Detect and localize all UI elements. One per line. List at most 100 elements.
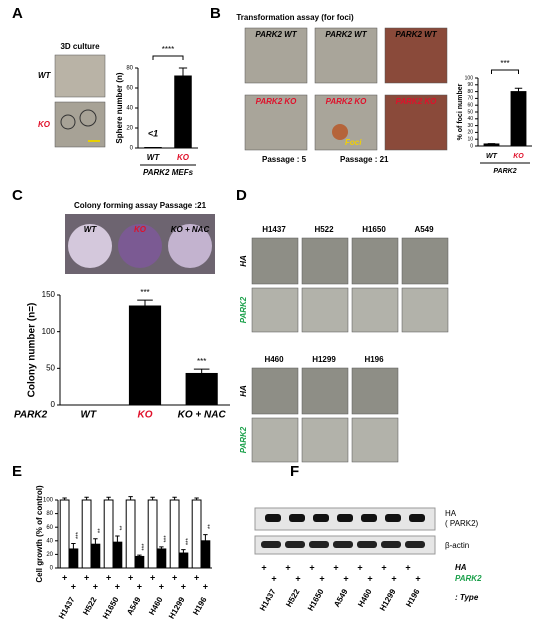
band: [265, 514, 281, 522]
micrograph: [244, 27, 308, 84]
micrograph: [351, 237, 399, 285]
band: [385, 514, 401, 522]
x-tick-label: A549: [332, 587, 350, 609]
annotation: <1: [148, 128, 158, 138]
error-bar: [159, 546, 164, 549]
image-label: PARK2 WT: [255, 30, 297, 39]
plus-sign: +: [319, 573, 324, 583]
y-tick-label: 0: [51, 400, 56, 409]
micrograph: [54, 101, 106, 148]
cell-line-label: H1299: [312, 355, 336, 364]
panel-label: A: [12, 5, 23, 22]
bracket: [491, 69, 519, 74]
panel-title: Transformation assay (for foci): [236, 13, 354, 22]
annotation: ***: [140, 288, 149, 297]
micrograph: [244, 94, 308, 151]
plus-sign: +: [84, 572, 89, 582]
panel-label: C: [12, 187, 23, 204]
row-label: PARK2: [455, 574, 482, 583]
image-label: PARK2 WT: [325, 30, 367, 39]
panel-label: D: [236, 187, 247, 204]
bar: [112, 541, 123, 569]
plus-sign: +: [62, 572, 67, 582]
y-tick-label: 100: [43, 498, 54, 504]
cell-line-label: H1650: [362, 225, 386, 234]
y-tick-label: 60: [126, 86, 133, 92]
annotation: ***: [142, 543, 148, 551]
plus-sign: +: [405, 562, 410, 572]
plus-sign: +: [181, 581, 186, 591]
bracket: [152, 55, 184, 60]
y-tick-label: 0: [50, 566, 54, 572]
cell-line-label: A549: [414, 225, 434, 234]
x-tick-label: H1437: [258, 587, 278, 612]
y-tick-label: 40: [467, 116, 473, 122]
band: [361, 514, 377, 522]
row-label: HA: [239, 385, 248, 397]
y-tick-label: 80: [126, 66, 133, 72]
micrograph: [351, 417, 399, 463]
x-axis-label: PARK2 MEFs: [143, 168, 194, 177]
annotation: ***: [164, 535, 170, 543]
micrograph: [314, 94, 378, 151]
error-bar: [93, 538, 98, 545]
passage-label: Passage : 5: [262, 155, 307, 164]
plus-sign: +: [295, 573, 300, 583]
image-label: PARK2 KO: [256, 97, 298, 106]
bar: [483, 143, 500, 147]
bar: [174, 75, 192, 149]
plus-sign: +: [159, 581, 164, 591]
plus-sign: +: [367, 573, 372, 583]
image-label: PARK2 WT: [395, 30, 437, 39]
micrograph: [351, 287, 399, 333]
x-tick-label: WT: [486, 153, 498, 160]
band: [333, 541, 353, 548]
micrograph: [301, 367, 349, 415]
band: [357, 541, 377, 548]
band-label: HA: [445, 509, 457, 518]
image-label: PARK2 KO: [396, 97, 438, 106]
plus-sign: +: [309, 562, 314, 572]
y-tick-label: 60: [46, 525, 53, 531]
error-bar: [194, 497, 199, 500]
bar: [125, 499, 136, 569]
band: [381, 541, 401, 548]
panel-title: Colony forming assay Passage :21: [74, 201, 207, 210]
plus-sign: +: [415, 573, 420, 583]
plus-sign: +: [357, 562, 362, 572]
annotation: **: [208, 524, 214, 529]
x-tick-label: A549: [125, 595, 143, 617]
bar: [178, 552, 189, 569]
row-label: HA: [239, 255, 248, 267]
plate-label: WT: [84, 225, 98, 234]
y-tick-label: 100: [42, 327, 56, 336]
y-tick-label: 20: [46, 552, 53, 558]
error-bar: [115, 535, 120, 543]
plus-sign: +: [333, 562, 338, 572]
bar: [147, 499, 158, 569]
micrograph: [251, 287, 299, 333]
band-label: β-actin: [445, 541, 469, 550]
micrograph: [301, 237, 349, 285]
y-tick-label: 40: [46, 538, 53, 544]
bar: [200, 540, 211, 569]
y-tick-label: 80: [46, 511, 53, 517]
x-tick-label: H1299: [167, 595, 187, 620]
plus-sign: +: [203, 581, 208, 591]
passage-label: Passage : 21: [340, 155, 389, 164]
sphere: [79, 109, 97, 127]
plus-sign: +: [343, 573, 348, 583]
y-axis-label: % of foci number: [457, 83, 464, 140]
band: [337, 514, 353, 522]
y-tick-label: 50: [467, 109, 473, 115]
panel-label: E: [12, 463, 22, 480]
plate: [68, 224, 112, 268]
panel-label: F: [290, 463, 299, 480]
y-axis-label: Cell growth (% of control): [35, 485, 44, 583]
y-tick-label: 40: [126, 106, 133, 112]
error-bar: [178, 67, 188, 76]
y-tick-label: 90: [467, 82, 473, 88]
micrograph: [401, 237, 449, 285]
band: [409, 514, 425, 522]
bar: [103, 499, 114, 569]
